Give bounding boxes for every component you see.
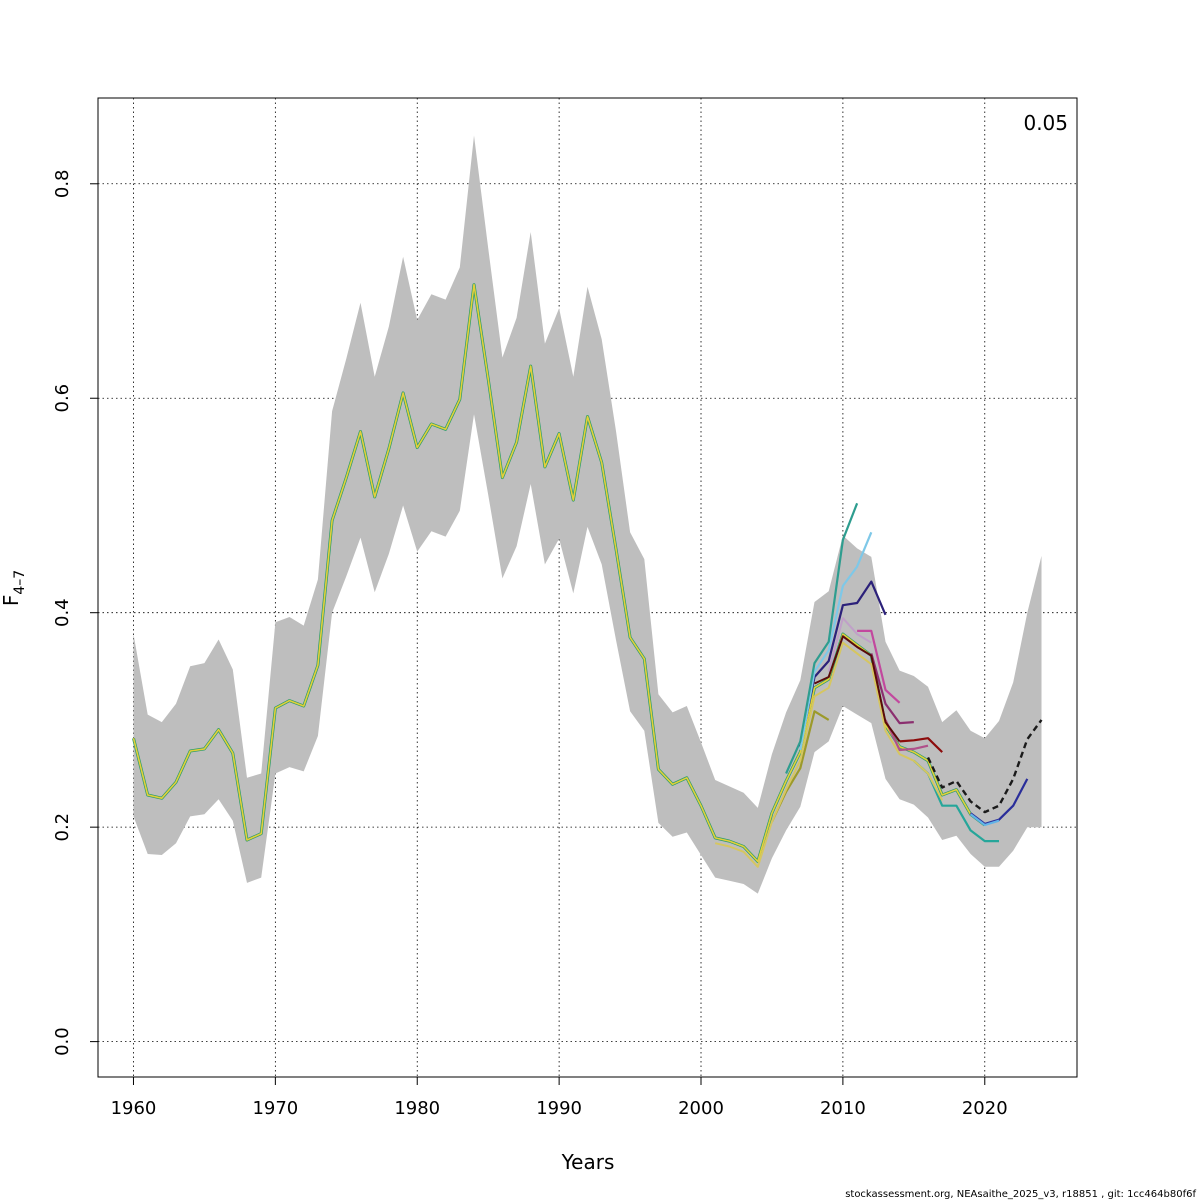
series-line-13 [714,641,944,868]
series-line-8 [857,629,901,704]
x-tick-label-1960: 1960 [111,1098,157,1119]
x-tick-label-2000: 2000 [678,1098,724,1119]
corner-label: 0.05 [1023,111,1068,135]
x-tick-label-1970: 1970 [252,1098,298,1119]
x-tick-label-2020: 2020 [962,1098,1008,1119]
x-axis-title: Years [561,1150,615,1174]
x-tick-label-1980: 1980 [394,1098,440,1119]
series-line-7 [870,653,914,725]
series-line-11 [785,502,859,774]
series-line-5 [899,737,943,753]
series-lines [132,283,1043,868]
series-line-15 [814,635,901,742]
series-line-1 [926,719,1043,814]
x-axis: 1960 1970 1980 1990 2000 2010 2020 [111,1076,1008,1119]
series-line-6 [884,719,929,752]
y-axis-title-sub: 4–7 [12,570,28,595]
x-tick-label-1990: 1990 [536,1098,582,1119]
y-tick-label-0.8: 0.8 [52,169,73,198]
series-line-3 [969,813,1000,827]
grid-lines [98,98,1077,1077]
confidence-band-area [133,135,1042,894]
y-tick-label-0.0: 0.0 [52,1027,73,1056]
y-axis: 0.0 0.2 0.4 0.6 0.8 [52,169,99,1056]
series-line-14 [827,617,872,672]
base-series-line [132,283,986,863]
series-line-10 [799,531,873,751]
y-tick-label-0.4: 0.4 [52,598,73,627]
y-tick-label-0.2: 0.2 [52,813,73,842]
plot-frame [97,97,1078,1078]
y-tick-label-0.6: 0.6 [52,384,73,413]
footer-credit: stockassessment.org, NEAsaithe_2025_v3, … [845,1189,1196,1200]
x-tick-label-2010: 2010 [820,1098,866,1119]
confidence-band [133,135,1042,894]
y-axis-title: F4–7 [0,570,28,606]
y-axis-title-main: F [0,595,23,607]
